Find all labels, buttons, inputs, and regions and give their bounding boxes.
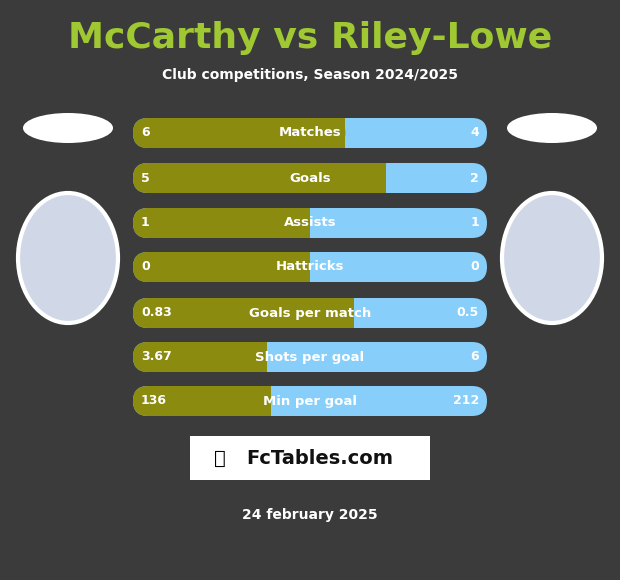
FancyBboxPatch shape xyxy=(133,252,310,282)
FancyBboxPatch shape xyxy=(133,208,310,238)
FancyBboxPatch shape xyxy=(133,386,272,416)
Text: Goals: Goals xyxy=(289,172,331,184)
Text: 212: 212 xyxy=(453,394,479,408)
Bar xyxy=(295,252,310,282)
Text: 0.83: 0.83 xyxy=(141,306,172,320)
Text: Min per goal: Min per goal xyxy=(263,394,357,408)
FancyBboxPatch shape xyxy=(133,163,487,193)
Text: 24 february 2025: 24 february 2025 xyxy=(242,508,378,522)
FancyBboxPatch shape xyxy=(133,386,487,416)
Text: 4: 4 xyxy=(470,126,479,140)
Text: 136: 136 xyxy=(141,394,167,408)
Text: Club competitions, Season 2024/2025: Club competitions, Season 2024/2025 xyxy=(162,68,458,82)
Text: 2: 2 xyxy=(470,172,479,184)
Text: Assists: Assists xyxy=(284,216,336,230)
FancyBboxPatch shape xyxy=(133,208,487,238)
Text: 1: 1 xyxy=(470,216,479,230)
FancyBboxPatch shape xyxy=(133,252,487,282)
Ellipse shape xyxy=(502,193,602,323)
Bar xyxy=(295,208,310,238)
Text: 6: 6 xyxy=(471,350,479,364)
Bar xyxy=(339,298,354,328)
FancyBboxPatch shape xyxy=(133,298,354,328)
Bar xyxy=(330,118,345,148)
Text: 3.67: 3.67 xyxy=(141,350,172,364)
FancyBboxPatch shape xyxy=(133,163,386,193)
Bar xyxy=(190,436,430,480)
Bar xyxy=(252,342,267,372)
Text: 0: 0 xyxy=(470,260,479,274)
Text: McCarthy vs Riley-Lowe: McCarthy vs Riley-Lowe xyxy=(68,21,552,55)
Text: Goals per match: Goals per match xyxy=(249,306,371,320)
Text: Hattricks: Hattricks xyxy=(276,260,344,274)
Text: 0: 0 xyxy=(141,260,150,274)
Text: Shots per goal: Shots per goal xyxy=(255,350,365,364)
Ellipse shape xyxy=(18,193,118,323)
Text: 📊: 📊 xyxy=(214,448,226,467)
Ellipse shape xyxy=(23,113,113,143)
FancyBboxPatch shape xyxy=(133,298,487,328)
FancyBboxPatch shape xyxy=(133,342,487,372)
FancyBboxPatch shape xyxy=(133,118,345,148)
Bar xyxy=(371,163,386,193)
Ellipse shape xyxy=(507,113,597,143)
Text: 5: 5 xyxy=(141,172,150,184)
Text: 0.5: 0.5 xyxy=(457,306,479,320)
Text: Matches: Matches xyxy=(278,126,342,140)
Bar xyxy=(256,386,272,416)
FancyBboxPatch shape xyxy=(133,342,267,372)
Text: 1: 1 xyxy=(141,216,150,230)
Text: 6: 6 xyxy=(141,126,149,140)
FancyBboxPatch shape xyxy=(133,118,487,148)
Text: FcTables.com: FcTables.com xyxy=(247,448,394,467)
